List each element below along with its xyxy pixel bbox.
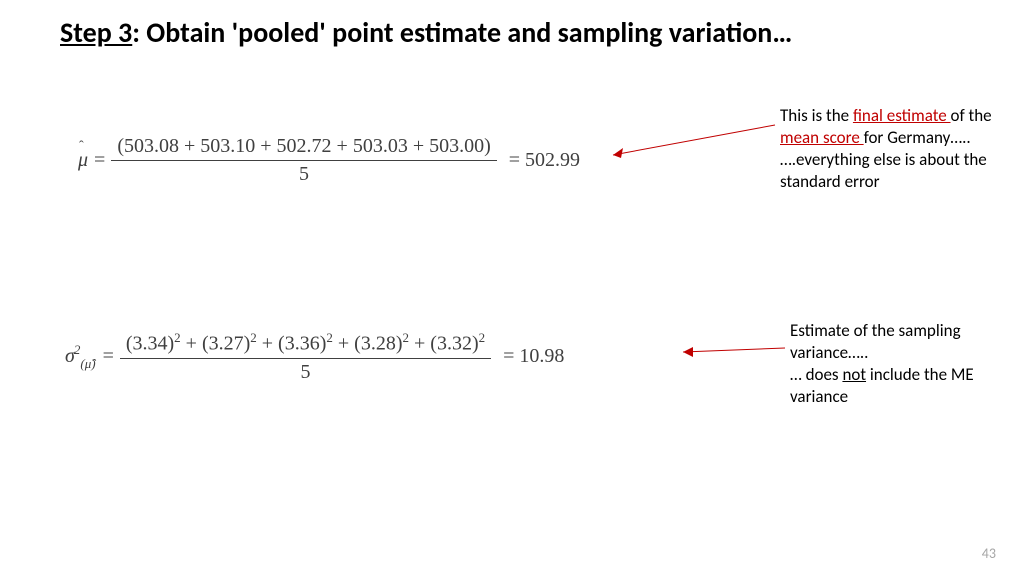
title-rest: : Obtain 'pooled' point estimate and sam…	[132, 15, 792, 50]
link-final-estimate: final estimate	[853, 105, 951, 126]
arrow-2	[675, 340, 790, 360]
equals-2: =	[103, 345, 114, 368]
equation-mu-hat: ˆ μ = (503.08 + 503.10 + 502.72 + 503.03…	[78, 135, 580, 186]
equation-sigma-sq: σ2(μ̂) = (3.34)2 + (3.27)2 + (3.36)2 + (…	[65, 330, 564, 384]
equals-1: =	[94, 149, 105, 172]
annotation-sampling-variance: Estimate of the sampling variance….. … d…	[790, 320, 1024, 408]
denominator-1: 5	[111, 160, 496, 186]
slide-title: Step 3: Obtain 'pooled' point estimate a…	[60, 15, 792, 50]
numerator-1: (503.08 + 503.10 + 502.72 + 503.03 + 503…	[111, 135, 496, 160]
link-mean-score: mean score	[780, 127, 864, 148]
page-number: 43	[982, 545, 996, 562]
denominator-2: 5	[120, 358, 491, 384]
result-1: = 502.99	[509, 149, 580, 172]
result-2: = 10.98	[503, 345, 564, 368]
numerator-2: (3.34)2 + (3.27)2 + (3.36)2 + (3.28)2 + …	[120, 330, 491, 358]
not-underlined: not	[842, 364, 866, 385]
sigma-symbol: σ2(μ̂)	[65, 345, 97, 368]
annotation-final-estimate: This is the final estimate of the mean s…	[780, 105, 1020, 193]
mu-symbol: ˆ μ	[78, 149, 88, 172]
fraction-2: (3.34)2 + (3.27)2 + (3.36)2 + (3.28)2 + …	[120, 330, 491, 384]
fraction-1: (503.08 + 503.10 + 502.72 + 503.03 + 503…	[111, 135, 496, 186]
step-label: Step 3	[60, 15, 132, 50]
arrow-1	[605, 120, 780, 175]
